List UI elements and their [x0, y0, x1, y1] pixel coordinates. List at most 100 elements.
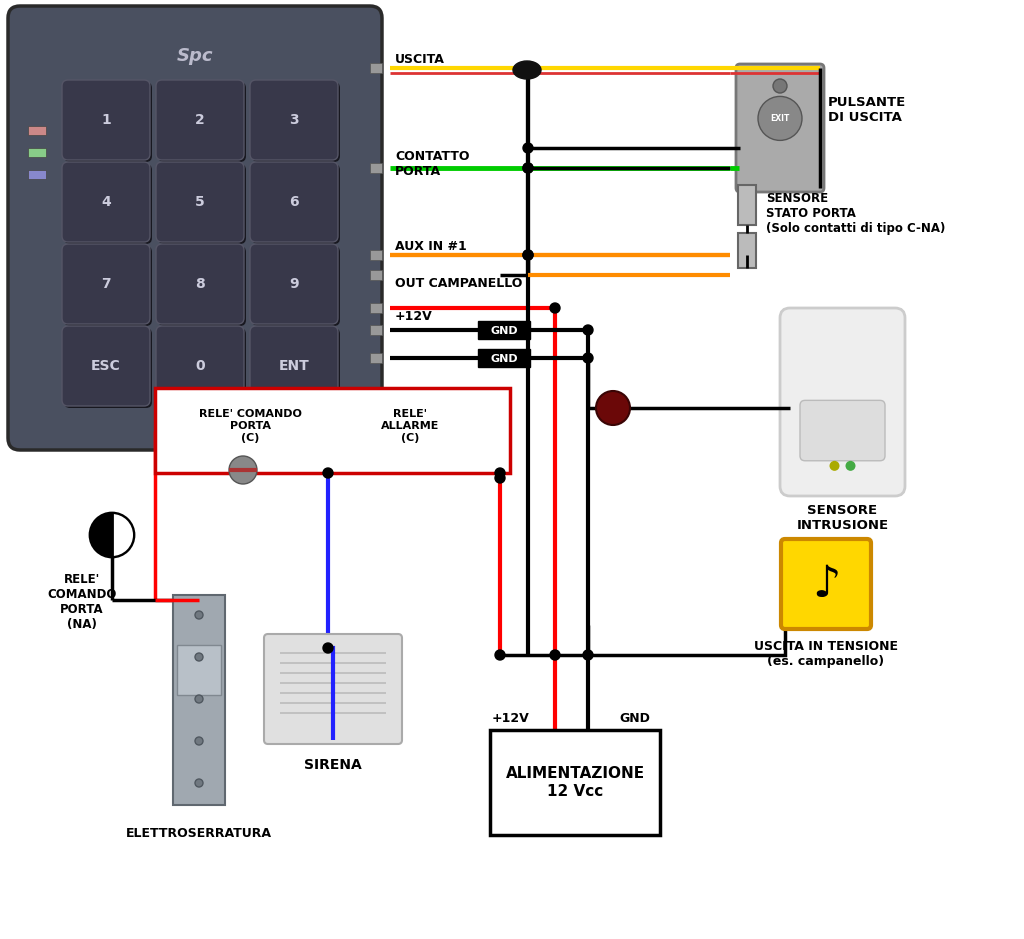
Circle shape	[523, 163, 534, 173]
FancyBboxPatch shape	[250, 162, 338, 242]
Circle shape	[846, 461, 855, 470]
Circle shape	[596, 391, 630, 425]
FancyBboxPatch shape	[65, 164, 152, 244]
Text: PULSANTE
DI USCITA: PULSANTE DI USCITA	[828, 96, 906, 124]
FancyBboxPatch shape	[252, 246, 340, 326]
FancyBboxPatch shape	[8, 6, 382, 450]
Bar	[370, 270, 382, 280]
Circle shape	[773, 79, 787, 93]
Circle shape	[323, 643, 333, 653]
FancyBboxPatch shape	[65, 328, 152, 408]
Circle shape	[495, 473, 505, 483]
Circle shape	[229, 456, 257, 484]
Text: EXIT: EXIT	[770, 114, 790, 123]
Text: USCITA: USCITA	[395, 53, 444, 66]
Text: RELE'
ALLARME
(C): RELE' ALLARME (C)	[381, 409, 439, 442]
Text: GND: GND	[490, 354, 518, 364]
Circle shape	[495, 650, 505, 660]
FancyBboxPatch shape	[158, 328, 246, 408]
Text: SIRENA: SIRENA	[304, 758, 361, 772]
Text: USCITA IN TENSIONE
(es. campanello): USCITA IN TENSIONE (es. campanello)	[754, 640, 898, 668]
FancyBboxPatch shape	[781, 539, 871, 629]
Text: GND: GND	[620, 712, 650, 725]
Circle shape	[523, 143, 534, 153]
Wedge shape	[112, 514, 133, 556]
Text: +12V: +12V	[395, 310, 433, 323]
Text: 8: 8	[196, 277, 205, 291]
Bar	[490, 730, 660, 835]
Bar	[478, 349, 530, 367]
Text: 7: 7	[101, 277, 111, 291]
Text: ENT: ENT	[279, 359, 309, 373]
Text: RELE' COMANDO
PORTA
(C): RELE' COMANDO PORTA (C)	[199, 409, 301, 442]
Text: ALIMENTAZIONE
12 Vcc: ALIMENTAZIONE 12 Vcc	[506, 766, 644, 799]
Circle shape	[758, 97, 802, 141]
FancyBboxPatch shape	[62, 326, 150, 406]
Circle shape	[195, 611, 203, 619]
Circle shape	[523, 163, 534, 173]
FancyBboxPatch shape	[62, 162, 150, 242]
Text: SENSORE
INTRUSIONE: SENSORE INTRUSIONE	[797, 504, 889, 532]
FancyBboxPatch shape	[252, 82, 340, 162]
Circle shape	[323, 468, 333, 478]
Circle shape	[195, 737, 203, 745]
Text: AUX IN #1: AUX IN #1	[395, 240, 467, 253]
Text: 0: 0	[196, 359, 205, 373]
FancyBboxPatch shape	[62, 80, 150, 160]
Circle shape	[495, 468, 505, 478]
Bar	[28, 148, 46, 157]
Bar	[155, 388, 510, 473]
FancyBboxPatch shape	[252, 328, 340, 408]
FancyBboxPatch shape	[156, 80, 244, 160]
Text: 4: 4	[101, 195, 111, 209]
Text: 2: 2	[196, 113, 205, 127]
FancyBboxPatch shape	[250, 244, 338, 324]
Bar	[173, 595, 225, 805]
Circle shape	[523, 250, 534, 260]
Text: 5: 5	[196, 195, 205, 209]
Text: 6: 6	[289, 195, 299, 209]
Circle shape	[195, 653, 203, 661]
Circle shape	[829, 461, 840, 470]
FancyBboxPatch shape	[62, 244, 150, 324]
FancyBboxPatch shape	[156, 244, 244, 324]
Bar	[370, 163, 382, 173]
FancyBboxPatch shape	[158, 82, 246, 162]
Text: ESC: ESC	[91, 359, 121, 373]
Circle shape	[195, 779, 203, 787]
Circle shape	[583, 650, 593, 660]
Bar	[370, 303, 382, 313]
Bar	[478, 321, 530, 339]
Bar	[28, 126, 46, 135]
FancyBboxPatch shape	[800, 400, 885, 461]
Circle shape	[583, 353, 593, 363]
Bar	[370, 353, 382, 363]
Text: CONTATTO
PORTA: CONTATTO PORTA	[395, 150, 469, 178]
FancyBboxPatch shape	[250, 80, 338, 160]
FancyBboxPatch shape	[65, 246, 152, 326]
Bar	[370, 63, 382, 73]
Text: SENSORE
STATO PORTA
(Solo contatti di tipo C-NA): SENSORE STATO PORTA (Solo contatti di ti…	[766, 192, 945, 235]
Text: +12V: +12V	[492, 712, 528, 725]
Bar	[177, 645, 221, 695]
Text: 9: 9	[289, 277, 299, 291]
Text: ♪: ♪	[812, 562, 840, 606]
Circle shape	[550, 650, 560, 660]
FancyBboxPatch shape	[250, 326, 338, 406]
Text: 3: 3	[289, 113, 299, 127]
Circle shape	[523, 250, 534, 260]
Bar	[28, 170, 46, 179]
FancyBboxPatch shape	[156, 162, 244, 242]
Bar	[738, 233, 756, 268]
FancyBboxPatch shape	[158, 164, 246, 244]
Circle shape	[195, 695, 203, 703]
Bar	[370, 325, 382, 335]
Bar	[738, 185, 756, 225]
Text: OUT CAMPANELLO: OUT CAMPANELLO	[395, 277, 522, 290]
FancyBboxPatch shape	[264, 634, 402, 744]
FancyBboxPatch shape	[158, 246, 246, 326]
Text: ELETTROSERRATURA: ELETTROSERRATURA	[126, 827, 272, 840]
Text: GND: GND	[490, 326, 518, 336]
FancyBboxPatch shape	[252, 164, 340, 244]
Ellipse shape	[513, 61, 541, 79]
